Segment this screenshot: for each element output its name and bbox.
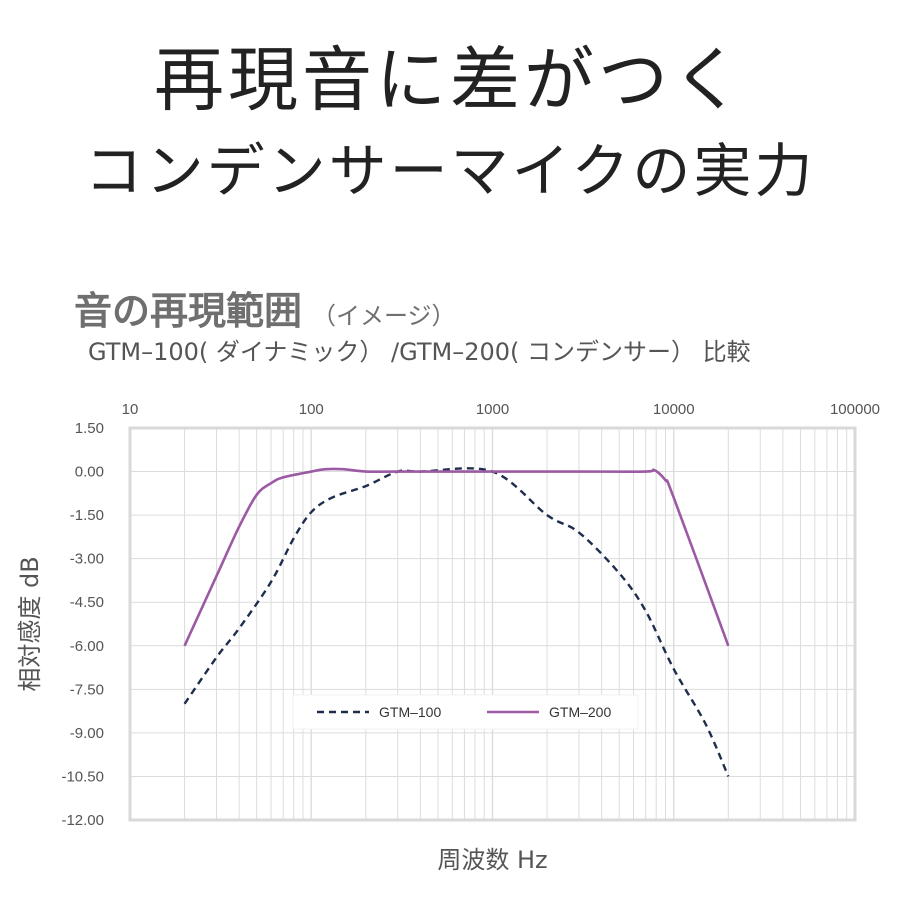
chart-grid [129,427,855,821]
y-tick-label: -6.00 [70,638,104,655]
y-tick-label: -9.00 [70,725,104,742]
chart-subtitle: 音の再現範囲 （イメージ） [74,280,456,335]
headline-line-2: コンデンサーマイクの実力 [84,137,816,205]
y-axis-label: 相対感度 dB [16,556,44,691]
x-tick-label: 1000 [476,401,509,418]
x-tick-label: 100 [299,401,324,418]
y-tick-label: -10.50 [61,768,104,785]
y-tick-label: -4.50 [70,594,104,611]
plot-frame [128,426,857,822]
headline-line-1: 再現音に差がつく [154,39,746,121]
x-axis-label: 周波数 Hz [437,846,547,874]
legend-box [292,694,639,730]
chart-subtitle-note: （イメージ） [312,302,456,330]
series-line-gtm-200 [183,467,730,647]
legend-label: GTM–100 [379,704,441,720]
x-tick-label: 10 [122,401,139,418]
series-line-gtm-100 [183,467,730,777]
frequency-response-chart: 10 100 1000 10000 100000 1.50 0.00 -1.50 -3.00 -4… [16,401,880,874]
y-tick-label: -1.50 [70,507,104,524]
chart-legend: GTM–100 GTM–200 [292,694,639,730]
legend-label: GTM–200 [549,704,611,720]
y-tick-label: -3.00 [70,551,104,568]
y-tick-label: -7.50 [70,681,104,698]
axis-ticks: 10 100 1000 10000 100000 1.50 0.00 -1.50 -3.00 -4… [61,401,880,829]
chart-comparison-caption: GTM–100( ダイナミック） /GTM–200( コンデンサー） 比較 [88,338,751,366]
y-tick-label: 0.00 [75,464,104,481]
x-tick-label: 10000 [653,401,695,418]
x-tick-label: 100000 [830,401,880,418]
y-tick-label: -12.00 [61,812,104,829]
y-tick-label: 1.50 [75,420,104,437]
chart-subtitle-main: 音の再現範囲 [74,288,303,333]
chart-series [183,467,730,777]
